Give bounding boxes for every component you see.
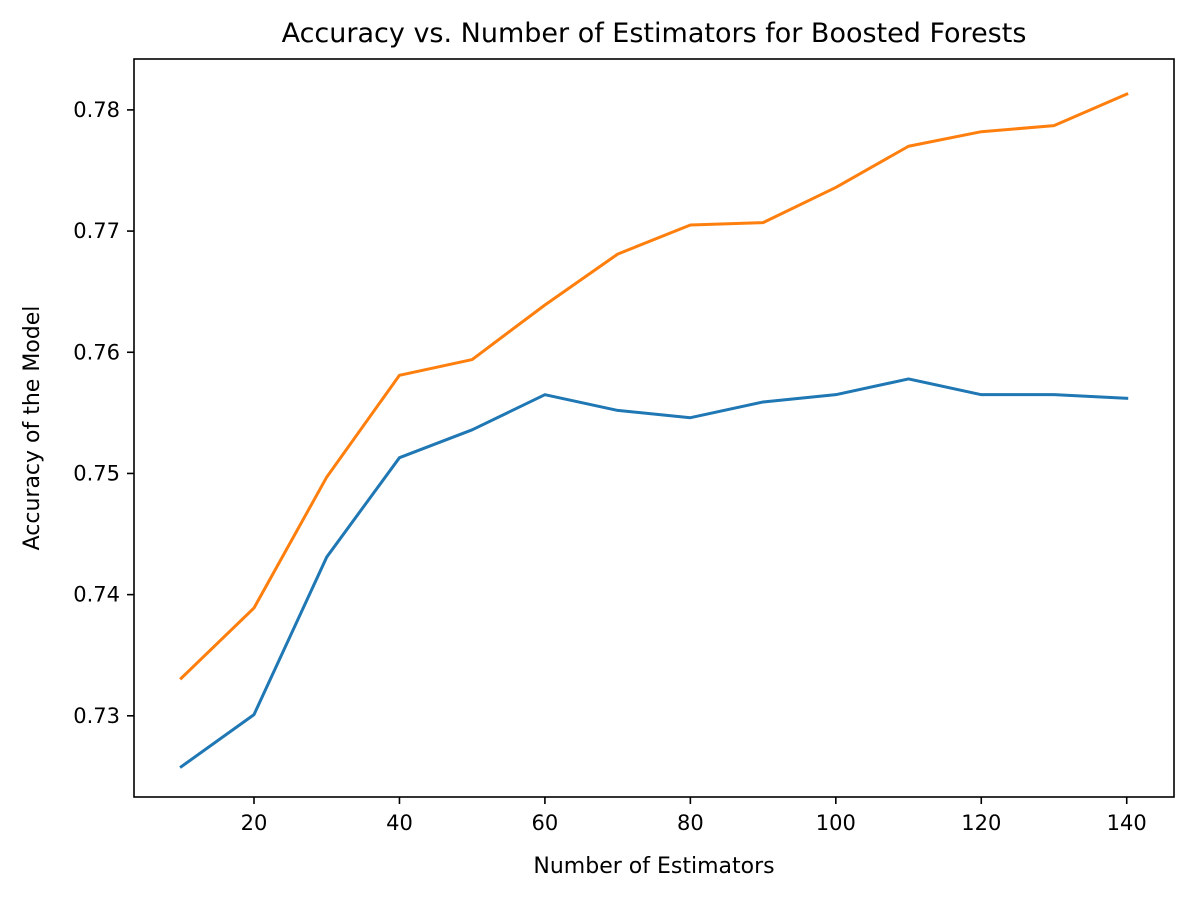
x-tick-label: 40 xyxy=(386,811,413,835)
x-tick-label: 60 xyxy=(532,811,559,835)
y-tick-label: 0.76 xyxy=(73,340,120,364)
y-axis-label: Accuracy of the Model xyxy=(20,306,45,551)
y-axis: 0.73 0.74 0.75 0.76 0.77 0.78 xyxy=(73,98,134,728)
y-tick-label: 0.74 xyxy=(73,583,120,607)
y-tick-label: 0.73 xyxy=(73,704,120,728)
x-axis-label: Number of Estimators xyxy=(533,854,774,879)
x-axis: 20 40 60 80 100 120 140 xyxy=(241,797,1147,835)
x-tick-label: 100 xyxy=(816,811,856,835)
y-tick-label: 0.77 xyxy=(73,219,120,243)
x-tick-label: 20 xyxy=(241,811,268,835)
x-tick-label: 120 xyxy=(961,811,1001,835)
plot-frame xyxy=(133,58,1175,798)
series-line-2 xyxy=(179,92,1129,681)
x-tick-label: 140 xyxy=(1107,811,1147,835)
series-line-1 xyxy=(179,377,1129,769)
chart-title: Accuracy vs. Number of Estimators for Bo… xyxy=(282,18,1027,49)
y-tick-label: 0.75 xyxy=(73,461,120,485)
plot-lines xyxy=(179,92,1129,769)
x-tick-label: 80 xyxy=(677,811,704,835)
y-tick-label: 0.78 xyxy=(73,98,120,122)
